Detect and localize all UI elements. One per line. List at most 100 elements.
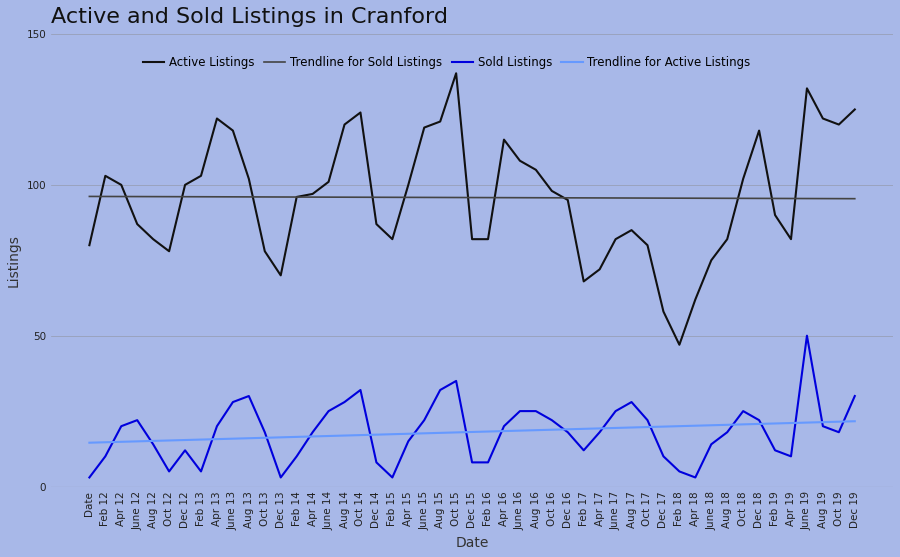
Active Listings xyxy=(467,236,478,242)
Trendline for Sold Listings xyxy=(100,193,111,200)
Sold Listings xyxy=(387,474,398,481)
Active Listings xyxy=(307,190,318,197)
Active Listings xyxy=(770,212,780,218)
Active Listings xyxy=(371,221,382,227)
Trendline for Active Listings xyxy=(753,421,764,427)
Active Listings xyxy=(116,182,127,188)
Active Listings xyxy=(562,197,573,203)
Active Listings xyxy=(626,227,637,233)
Sold Listings xyxy=(323,408,334,414)
Trendline for Active Listings xyxy=(706,422,716,428)
Active Listings xyxy=(546,188,557,194)
Sold Listings xyxy=(467,459,478,466)
Trendline for Sold Listings xyxy=(116,193,127,200)
Trendline for Active Listings xyxy=(84,439,94,446)
Trendline for Sold Listings xyxy=(212,193,222,200)
Trendline for Sold Listings xyxy=(626,195,637,202)
Y-axis label: Listings: Listings xyxy=(7,234,21,287)
Trendline for Active Listings xyxy=(403,431,414,437)
Sold Listings xyxy=(802,333,813,339)
Trendline for Active Listings xyxy=(100,439,111,446)
Trendline for Sold Listings xyxy=(658,195,669,202)
Active Listings xyxy=(850,106,860,113)
Trendline for Active Listings xyxy=(579,426,590,432)
Trendline for Sold Listings xyxy=(482,194,493,201)
Trendline for Active Listings xyxy=(180,437,191,443)
Trendline for Sold Listings xyxy=(418,194,429,201)
Active Listings xyxy=(418,124,429,131)
Trendline for Sold Listings xyxy=(307,194,318,201)
Sold Listings xyxy=(131,417,142,423)
Trendline for Sold Listings xyxy=(435,194,446,201)
Trendline for Sold Listings xyxy=(579,194,590,201)
Trendline for Sold Listings xyxy=(706,195,716,202)
Trendline for Active Listings xyxy=(212,436,222,442)
Trendline for Sold Listings xyxy=(786,195,796,202)
Sold Listings xyxy=(817,423,828,429)
Trendline for Active Listings xyxy=(307,433,318,440)
Sold Listings xyxy=(451,378,462,384)
Trendline for Sold Listings xyxy=(339,194,350,201)
Active Listings xyxy=(212,115,222,122)
Trendline for Sold Listings xyxy=(323,194,334,201)
Sold Listings xyxy=(403,438,414,444)
Sold Listings xyxy=(243,393,254,399)
Sold Listings xyxy=(738,408,749,414)
Trendline for Sold Listings xyxy=(148,193,158,200)
Trendline for Sold Listings xyxy=(292,194,302,201)
Trendline for Sold Listings xyxy=(674,195,685,202)
Trendline for Active Listings xyxy=(292,433,302,440)
Trendline for Active Listings xyxy=(499,428,509,434)
Trendline for Sold Listings xyxy=(722,195,733,202)
Trendline for Active Listings xyxy=(642,424,652,431)
Trendline for Active Listings xyxy=(228,436,238,442)
Trendline for Sold Listings xyxy=(833,196,844,202)
Trendline for Sold Listings xyxy=(610,194,621,201)
Trendline for Active Listings xyxy=(546,427,557,433)
Trendline for Active Listings xyxy=(674,423,685,429)
Trendline for Active Listings xyxy=(530,427,541,433)
Active Listings xyxy=(180,182,191,188)
Sold Listings xyxy=(562,429,573,436)
Trendline for Active Listings xyxy=(323,433,334,439)
Line: Trendline for Active Listings: Trendline for Active Listings xyxy=(89,421,855,443)
Trendline for Sold Listings xyxy=(387,194,398,201)
Trendline for Active Listings xyxy=(387,431,398,438)
Sold Listings xyxy=(753,417,764,423)
Trendline for Sold Listings xyxy=(690,195,701,202)
Sold Listings xyxy=(180,447,191,453)
Trendline for Sold Listings xyxy=(770,195,780,202)
Active Listings xyxy=(802,85,813,92)
Trendline for Active Listings xyxy=(817,419,828,426)
Sold Listings xyxy=(195,468,206,475)
Trendline for Sold Listings xyxy=(594,194,605,201)
Active Listings xyxy=(323,178,334,185)
Active Listings xyxy=(738,175,749,182)
Trendline for Active Listings xyxy=(435,429,446,436)
Legend: Active Listings, Trendline for Sold Listings, Sold Listings, Trendline for Activ: Active Listings, Trendline for Sold List… xyxy=(139,51,755,74)
Trendline for Active Listings xyxy=(243,435,254,442)
Sold Listings xyxy=(148,441,158,448)
Trendline for Sold Listings xyxy=(243,194,254,201)
Sold Listings xyxy=(435,387,446,393)
Trendline for Sold Listings xyxy=(228,193,238,200)
Active Listings xyxy=(356,109,366,116)
Sold Listings xyxy=(307,429,318,436)
Active Listings xyxy=(482,236,493,242)
Trendline for Sold Listings xyxy=(546,194,557,201)
Active Listings xyxy=(435,118,446,125)
Sold Listings xyxy=(100,453,111,460)
Sold Listings xyxy=(84,474,94,481)
Trendline for Sold Listings xyxy=(817,196,828,202)
Active Listings xyxy=(84,242,94,248)
Sold Listings xyxy=(770,447,780,453)
Trendline for Active Listings xyxy=(339,432,350,439)
Trendline for Sold Listings xyxy=(642,195,652,202)
Trendline for Sold Listings xyxy=(164,193,175,200)
Sold Listings xyxy=(356,387,366,393)
Active Listings xyxy=(579,278,590,285)
Trendline for Active Listings xyxy=(850,418,860,424)
Trendline for Sold Listings xyxy=(753,195,764,202)
Trendline for Sold Listings xyxy=(499,194,509,201)
Trendline for Sold Listings xyxy=(371,194,382,201)
